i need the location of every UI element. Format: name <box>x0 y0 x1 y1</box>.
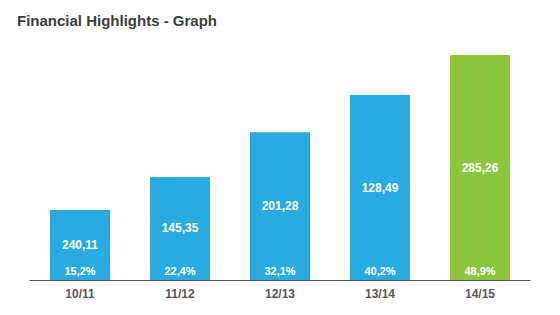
svg-text:14/15: 14/15 <box>465 287 495 301</box>
svg-text:Financial Highlights - Graph: Financial Highlights - Graph <box>17 12 217 29</box>
svg-text:22,4%: 22,4% <box>164 265 195 277</box>
svg-text:40,2%: 40,2% <box>364 265 395 277</box>
svg-text:11/12: 11/12 <box>165 287 195 301</box>
svg-text:10/11: 10/11 <box>65 287 95 301</box>
svg-text:240,11: 240,11 <box>62 238 98 252</box>
svg-text:12/13: 12/13 <box>265 287 295 301</box>
svg-text:15,2%: 15,2% <box>64 265 95 277</box>
svg-text:48,9%: 48,9% <box>464 265 495 277</box>
svg-text:285,26: 285,26 <box>462 161 499 175</box>
svg-text:201,28: 201,28 <box>262 199 299 213</box>
svg-text:32,1%: 32,1% <box>264 265 295 277</box>
svg-text:13/14: 13/14 <box>365 287 395 301</box>
svg-text:128,49: 128,49 <box>362 181 399 195</box>
svg-text:145,35: 145,35 <box>162 221 199 235</box>
